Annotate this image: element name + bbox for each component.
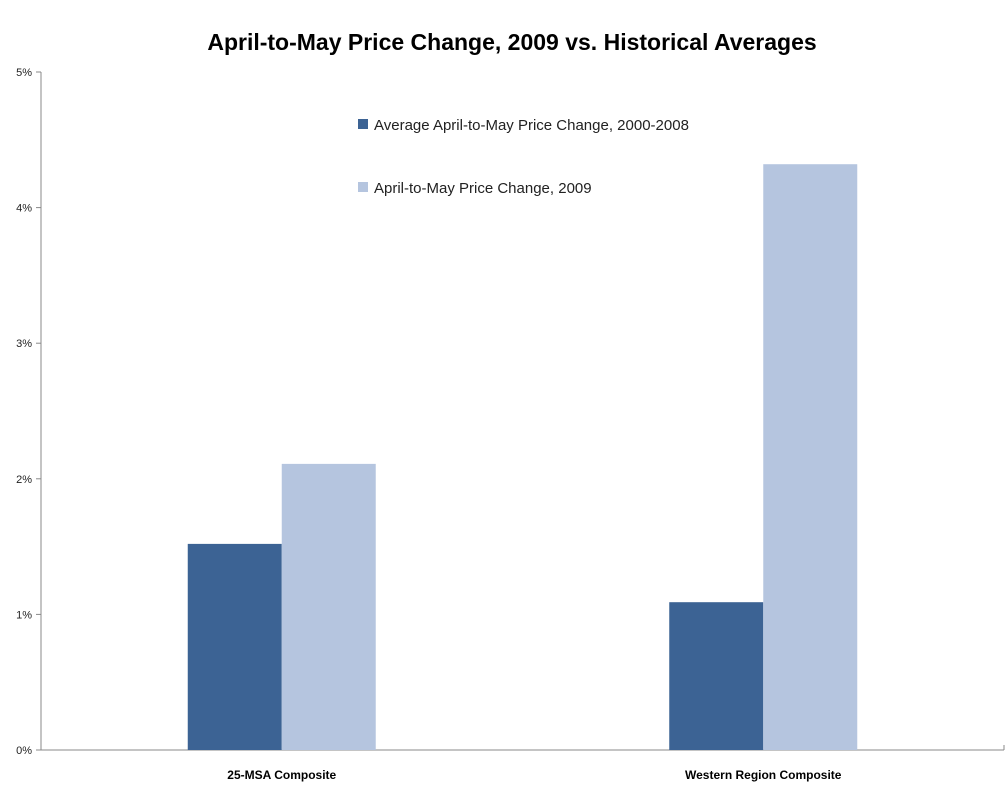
legend-swatch-2009: [358, 182, 368, 192]
legend-label-average-2000-2008: Average April-to-May Price Change, 2000-…: [374, 117, 689, 134]
bar-1-series-0: [669, 602, 764, 750]
legend-swatch-average-2000-2008: [358, 119, 368, 129]
bars-group: [187, 164, 858, 750]
y-tick-label-5: 5%: [16, 67, 32, 79]
category-label-0: 25-MSA Composite: [227, 768, 336, 782]
y-tick-label-0: 0%: [16, 745, 32, 757]
y-tick-label-3: 3%: [16, 338, 32, 350]
bar-1-series-1: [763, 164, 858, 750]
y-tick-label-1: 1%: [16, 609, 32, 621]
category-label-1: Western Region Composite: [685, 768, 842, 782]
chart-title: April-to-May Price Change, 2009 vs. Hist…: [207, 29, 816, 55]
legend-label-2009: April-to-May Price Change, 2009: [374, 180, 592, 197]
category-labels: 25-MSA Composite Western Region Composite: [227, 768, 842, 782]
legend: Average April-to-May Price Change, 2000-…: [358, 117, 689, 197]
y-tick-label-4: 4%: [16, 203, 32, 215]
bar-0-series-1: [281, 463, 376, 750]
bar-0-series-0: [187, 543, 282, 750]
y-tick-label-2: 2%: [16, 474, 32, 486]
y-axis: 0% 1% 2% 3% 4% 5%: [16, 67, 42, 757]
